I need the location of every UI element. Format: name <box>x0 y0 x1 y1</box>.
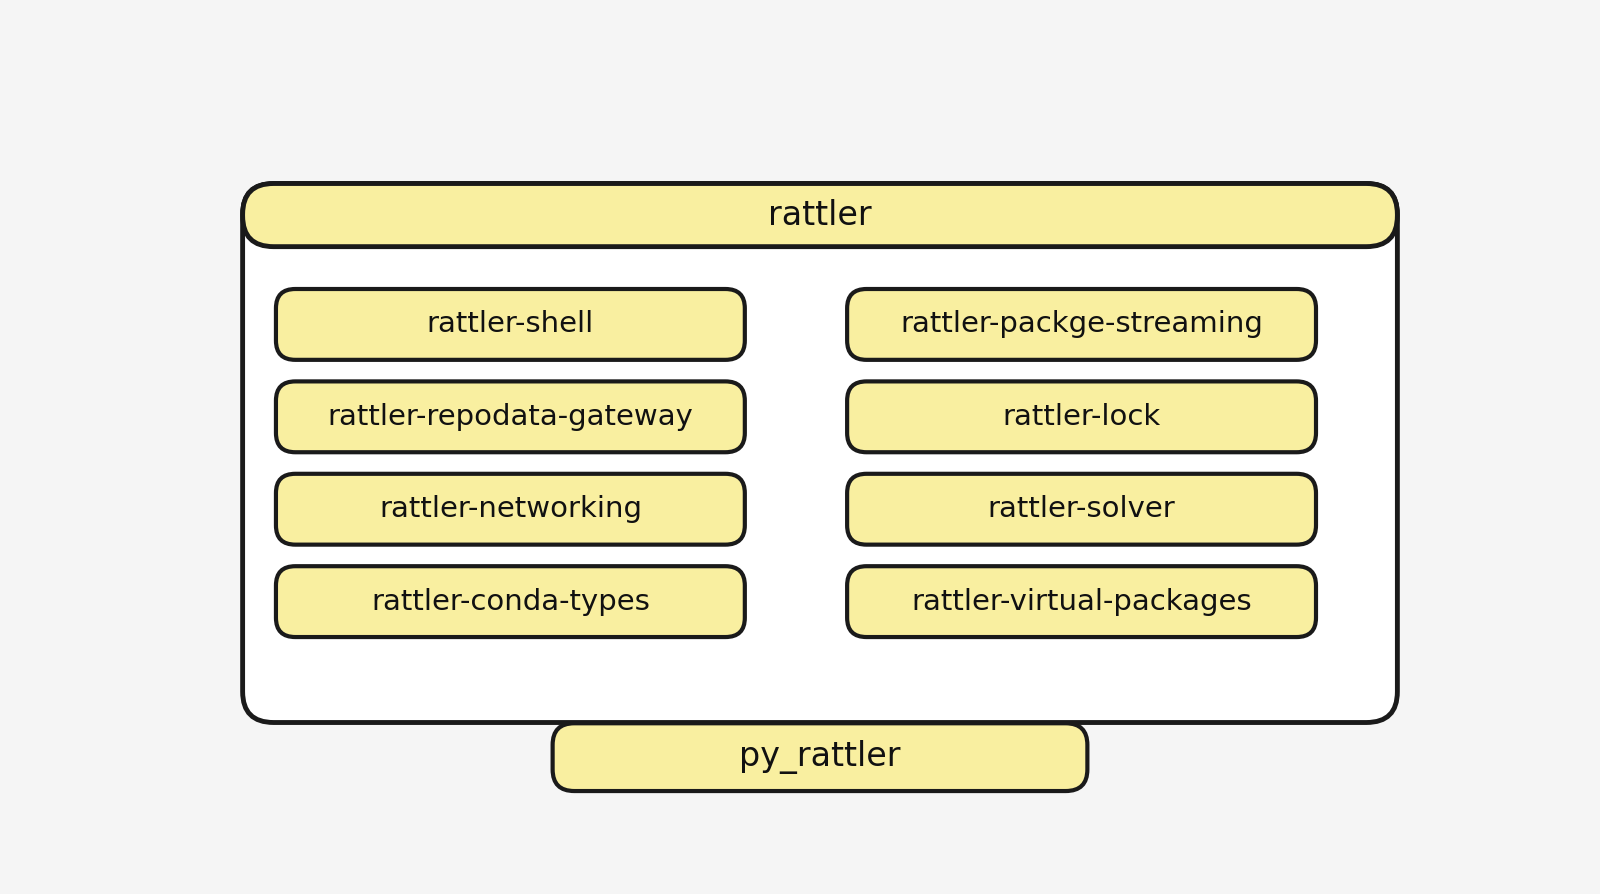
FancyBboxPatch shape <box>275 566 746 637</box>
FancyBboxPatch shape <box>243 183 1397 722</box>
Text: rattler-networking: rattler-networking <box>379 495 642 523</box>
FancyBboxPatch shape <box>275 289 746 360</box>
FancyBboxPatch shape <box>552 723 1088 791</box>
FancyBboxPatch shape <box>846 566 1315 637</box>
FancyBboxPatch shape <box>275 474 746 544</box>
Text: rattler-lock: rattler-lock <box>1003 403 1160 431</box>
FancyBboxPatch shape <box>243 183 1397 247</box>
Text: rattler-virtual-packages: rattler-virtual-packages <box>912 587 1251 616</box>
FancyBboxPatch shape <box>846 382 1315 452</box>
FancyBboxPatch shape <box>846 474 1315 544</box>
Text: rattler-repodata-gateway: rattler-repodata-gateway <box>328 403 693 431</box>
Text: rattler-packge-streaming: rattler-packge-streaming <box>901 310 1262 339</box>
FancyBboxPatch shape <box>275 382 746 452</box>
Text: rattler-solver: rattler-solver <box>987 495 1176 523</box>
Text: rattler-shell: rattler-shell <box>427 310 594 339</box>
Text: rattler-conda-types: rattler-conda-types <box>371 587 650 616</box>
Text: py_rattler: py_rattler <box>739 740 901 774</box>
FancyBboxPatch shape <box>846 289 1315 360</box>
Text: rattler: rattler <box>768 198 872 232</box>
